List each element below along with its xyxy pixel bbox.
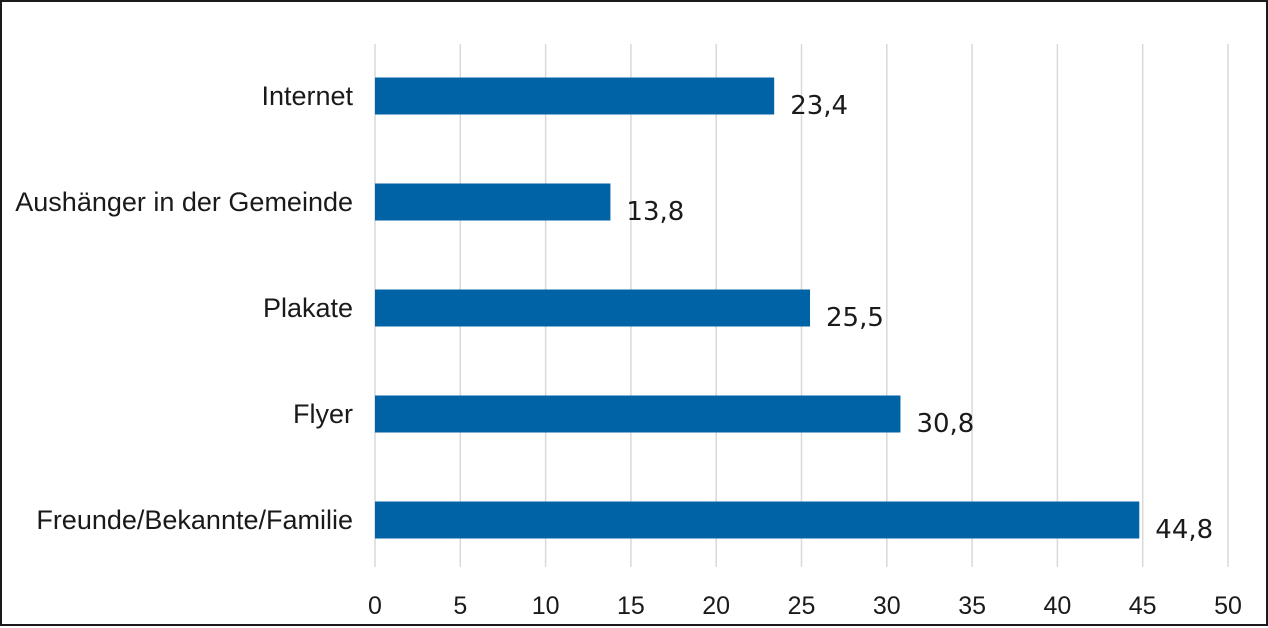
bar-3 <box>375 395 901 433</box>
x-tick-label-40: 40 <box>1043 592 1071 620</box>
x-tick-label-0: 0 <box>368 592 382 620</box>
bar-2 <box>375 289 811 327</box>
bars <box>375 77 1140 539</box>
bar-4 <box>375 501 1140 539</box>
x-tick-label-25: 25 <box>788 592 816 620</box>
data-label-4: 44,8 <box>1155 515 1213 545</box>
x-tick-label-30: 30 <box>873 592 901 620</box>
category-label-4: Freunde/Bekannte/Familie <box>36 505 353 535</box>
x-tick-label-15: 15 <box>617 592 645 620</box>
x-tick-label-20: 20 <box>702 592 730 620</box>
x-tick-label-5: 5 <box>453 592 467 620</box>
data-label-1: 13,8 <box>626 197 684 227</box>
data-label-3: 30,8 <box>916 409 974 439</box>
category-label-1: Aushänger in der Gemeinde <box>15 187 353 217</box>
category-label-0: Internet <box>261 81 353 111</box>
x-tick-label-35: 35 <box>958 592 986 620</box>
x-tick-label-50: 50 <box>1214 592 1242 620</box>
x-tick-label-45: 45 <box>1129 592 1157 620</box>
bar-1 <box>375 183 611 221</box>
data-label-0: 23,4 <box>790 91 848 121</box>
category-labels: Internet Aushänger in der Gemeinde Plakate… <box>15 81 353 535</box>
category-label-2: Plakate <box>263 293 353 323</box>
bar-0 <box>375 77 775 115</box>
data-labels: 23,4 13,8 25,5 30,8 44,8 <box>626 91 1213 545</box>
x-axis-tick-labels: 0 5 10 15 20 25 30 35 40 45 50 <box>368 592 1242 620</box>
category-label-3: Flyer <box>293 399 353 429</box>
x-tick-label-10: 10 <box>532 592 560 620</box>
data-label-2: 25,5 <box>826 303 884 333</box>
